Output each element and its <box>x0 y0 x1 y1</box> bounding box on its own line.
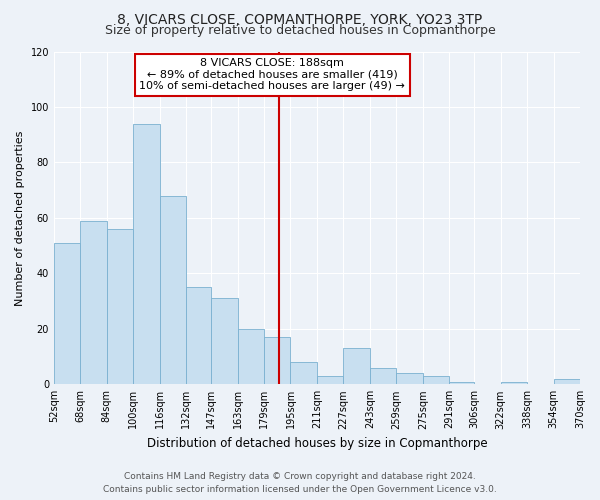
Text: 8, VICARS CLOSE, COPMANTHORPE, YORK, YO23 3TP: 8, VICARS CLOSE, COPMANTHORPE, YORK, YO2… <box>118 12 482 26</box>
Text: Size of property relative to detached houses in Copmanthorpe: Size of property relative to detached ho… <box>104 24 496 37</box>
Bar <box>211 298 238 384</box>
Bar <box>54 243 80 384</box>
Bar <box>290 362 317 384</box>
Bar <box>449 382 474 384</box>
Bar <box>500 382 527 384</box>
Bar <box>397 373 423 384</box>
Bar <box>186 287 211 384</box>
Bar <box>80 220 107 384</box>
Bar <box>160 196 186 384</box>
Bar <box>238 329 264 384</box>
Bar <box>343 348 370 384</box>
Bar <box>423 376 449 384</box>
Text: Contains HM Land Registry data © Crown copyright and database right 2024.
Contai: Contains HM Land Registry data © Crown c… <box>103 472 497 494</box>
X-axis label: Distribution of detached houses by size in Copmanthorpe: Distribution of detached houses by size … <box>146 437 487 450</box>
Bar <box>370 368 397 384</box>
Text: 8 VICARS CLOSE: 188sqm
← 89% of detached houses are smaller (419)
10% of semi-de: 8 VICARS CLOSE: 188sqm ← 89% of detached… <box>139 58 405 92</box>
Bar <box>317 376 343 384</box>
Bar <box>133 124 160 384</box>
Bar <box>264 337 290 384</box>
Bar <box>554 379 580 384</box>
Y-axis label: Number of detached properties: Number of detached properties <box>15 130 25 306</box>
Bar <box>107 229 133 384</box>
